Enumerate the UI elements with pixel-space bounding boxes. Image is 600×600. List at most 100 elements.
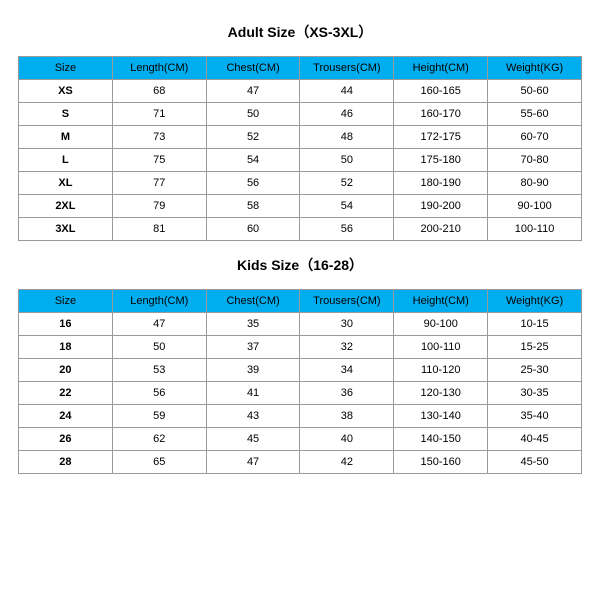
value-cell: 50 [300,149,394,172]
value-cell: 150-160 [394,451,488,474]
value-cell: 110-120 [394,359,488,382]
value-cell: 58 [206,195,300,218]
value-cell: 71 [112,103,206,126]
value-cell: 56 [300,218,394,241]
value-cell: 90-100 [488,195,582,218]
value-cell: 160-170 [394,103,488,126]
value-cell: 130-140 [394,405,488,428]
table-row: 2XL795854190-20090-100 [19,195,582,218]
kids-header-row: Size Length(CM) Chest(CM) Trousers(CM) H… [19,290,582,313]
size-cell: 24 [19,405,113,428]
value-cell: 55-60 [488,103,582,126]
size-cell: S [19,103,113,126]
table-row: 22564136120-13030-35 [19,382,582,405]
value-cell: 46 [300,103,394,126]
value-cell: 40-45 [488,428,582,451]
value-cell: 80-90 [488,172,582,195]
value-cell: 140-150 [394,428,488,451]
value-cell: 47 [112,313,206,336]
value-cell: 73 [112,126,206,149]
value-cell: 54 [206,149,300,172]
value-cell: 53 [112,359,206,382]
value-cell: 70-80 [488,149,582,172]
table-row: M735248172-17560-70 [19,126,582,149]
value-cell: 60 [206,218,300,241]
size-cell: 28 [19,451,113,474]
col-length: Length(CM) [112,57,206,80]
kids-table-body: 1647353090-10010-1518503732100-11015-252… [19,313,582,474]
value-cell: 59 [112,405,206,428]
col-size: Size [19,290,113,313]
value-cell: 40 [300,428,394,451]
value-cell: 68 [112,80,206,103]
table-row: 3XL816056200-210100-110 [19,218,582,241]
table-row: 26624540140-15040-45 [19,428,582,451]
size-cell: 2XL [19,195,113,218]
value-cell: 120-130 [394,382,488,405]
table-row: 1647353090-10010-15 [19,313,582,336]
table-row: 24594338130-14035-40 [19,405,582,428]
value-cell: 15-25 [488,336,582,359]
table-row: 28654742150-16045-50 [19,451,582,474]
value-cell: 45-50 [488,451,582,474]
table-row: 20533934110-12025-30 [19,359,582,382]
col-chest: Chest(CM) [206,290,300,313]
col-height: Height(CM) [394,57,488,80]
size-cell: XS [19,80,113,103]
size-cell: 3XL [19,218,113,241]
value-cell: 30-35 [488,382,582,405]
value-cell: 38 [300,405,394,428]
value-cell: 41 [206,382,300,405]
value-cell: 81 [112,218,206,241]
value-cell: 77 [112,172,206,195]
col-chest: Chest(CM) [206,57,300,80]
value-cell: 50-60 [488,80,582,103]
value-cell: 60-70 [488,126,582,149]
value-cell: 30 [300,313,394,336]
value-cell: 39 [206,359,300,382]
value-cell: 52 [206,126,300,149]
adult-header-row: Size Length(CM) Chest(CM) Trousers(CM) H… [19,57,582,80]
col-height: Height(CM) [394,290,488,313]
col-length: Length(CM) [112,290,206,313]
col-trousers: Trousers(CM) [300,57,394,80]
table-row: XL775652180-19080-90 [19,172,582,195]
col-trousers: Trousers(CM) [300,290,394,313]
adult-table-body: XS684744160-16550-60S715046160-17055-60M… [19,80,582,241]
size-cell: 22 [19,382,113,405]
adult-size-title: Adult Size（XS-3XL） [18,22,582,42]
value-cell: 172-175 [394,126,488,149]
sizing-chart-container: Adult Size（XS-3XL） Size Length(CM) Chest… [0,0,600,474]
value-cell: 47 [206,80,300,103]
value-cell: 100-110 [488,218,582,241]
value-cell: 75 [112,149,206,172]
value-cell: 175-180 [394,149,488,172]
table-row: S715046160-17055-60 [19,103,582,126]
size-cell: 20 [19,359,113,382]
value-cell: 35-40 [488,405,582,428]
value-cell: 190-200 [394,195,488,218]
col-weight: Weight(KG) [488,290,582,313]
value-cell: 25-30 [488,359,582,382]
size-cell: L [19,149,113,172]
col-weight: Weight(KG) [488,57,582,80]
table-row: XS684744160-16550-60 [19,80,582,103]
table-row: 18503732100-11015-25 [19,336,582,359]
value-cell: 42 [300,451,394,474]
value-cell: 35 [206,313,300,336]
value-cell: 62 [112,428,206,451]
col-size: Size [19,57,113,80]
value-cell: 52 [300,172,394,195]
value-cell: 56 [206,172,300,195]
value-cell: 34 [300,359,394,382]
kids-size-title: Kids Size（16-28） [18,255,582,275]
value-cell: 79 [112,195,206,218]
value-cell: 10-15 [488,313,582,336]
value-cell: 160-165 [394,80,488,103]
value-cell: 90-100 [394,313,488,336]
size-cell: M [19,126,113,149]
size-cell: 16 [19,313,113,336]
value-cell: 45 [206,428,300,451]
value-cell: 56 [112,382,206,405]
value-cell: 36 [300,382,394,405]
